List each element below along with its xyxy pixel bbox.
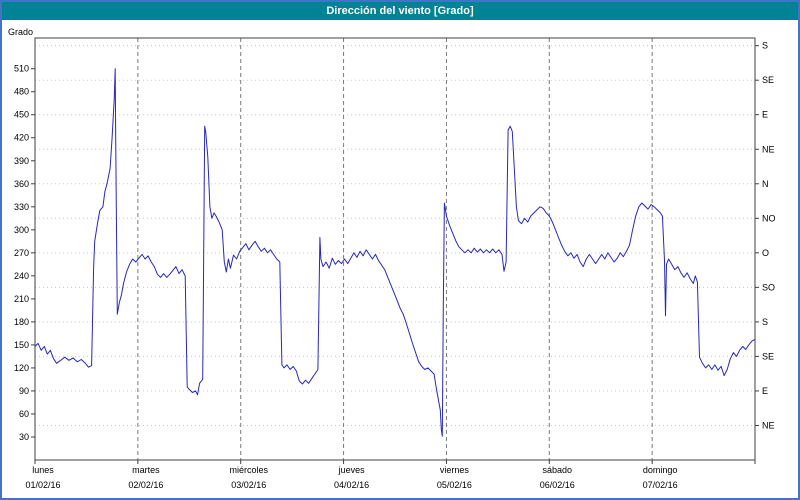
x-day-date: 07/02/16: [643, 480, 678, 490]
chart-area: Grado 30 60 90 120 150 180 210 240 270 300 330 360 39…: [2, 20, 798, 498]
x-day-date: 02/02/16: [128, 480, 163, 490]
x-day-name: domingo: [643, 465, 678, 475]
wind-direction-chart: Grado 30 60 90 120 150 180 210 240 270 300 330 360 39…: [8, 27, 776, 490]
title-bar: Dirección del viento [Grado]: [2, 2, 798, 20]
y-tick-label-left: 420: [14, 133, 29, 143]
y-tick-label-right: SE: [762, 351, 774, 361]
y-tick-label-left: 240: [14, 271, 29, 281]
y-tick-label-left: 270: [14, 248, 29, 258]
y-tick-label-left: 360: [14, 179, 29, 189]
y-tick-label-right: NE: [762, 144, 775, 154]
x-day-name: jueves: [338, 465, 366, 475]
y-tick-label-left: 90: [19, 386, 29, 396]
y-tick-label-right: NE: [762, 420, 775, 430]
x-day-date: 05/02/16: [437, 480, 472, 490]
y-tick-label-left: 30: [19, 432, 29, 442]
y-tick-label-right: S: [762, 41, 768, 51]
y-tick-label-right: E: [762, 110, 768, 120]
x-day-date: 04/02/16: [334, 480, 369, 490]
wind-direction-line: [34, 68, 756, 437]
y-tick-label-left: 480: [14, 87, 29, 97]
y-tick-label-left: 210: [14, 294, 29, 304]
x-day-date: 06/02/16: [540, 480, 575, 490]
y-tick-label-left: 300: [14, 225, 29, 235]
x-day-name: miércoles: [229, 465, 268, 475]
x-day-date: 01/02/16: [25, 480, 60, 490]
y-tick-label-left: 60: [19, 409, 29, 419]
window-title: Dirección del viento [Grado]: [326, 5, 474, 17]
y-tick-label-right: E: [762, 386, 768, 396]
x-day-name: viernes: [440, 465, 470, 475]
y-tick-label-right: NO: [762, 213, 776, 223]
x-day-date: 03/02/16: [231, 480, 266, 490]
y-tick-label-left: 330: [14, 202, 29, 212]
x-day-name: lunes: [32, 465, 54, 475]
y-tick-label-left: 390: [14, 156, 29, 166]
y-tick-label-left: 180: [14, 317, 29, 327]
y-tick-label-left: 120: [14, 363, 29, 373]
y-tick-label-right: O: [762, 248, 769, 258]
y-tick-label-right: SE: [762, 75, 774, 85]
y-tick-label-left: 510: [14, 64, 29, 74]
y-tick-label-right: N: [762, 179, 769, 189]
y-tick-label-left: 450: [14, 110, 29, 120]
x-day-name: martes: [132, 465, 160, 475]
y-tick-label-left: 150: [14, 340, 29, 350]
plot-border: [34, 37, 756, 461]
x-day-name: sábado: [543, 465, 573, 475]
y-axis-label-left: Grado: [8, 27, 33, 37]
y-tick-label-right: SO: [762, 282, 775, 292]
y-tick-label-right: S: [762, 317, 768, 327]
